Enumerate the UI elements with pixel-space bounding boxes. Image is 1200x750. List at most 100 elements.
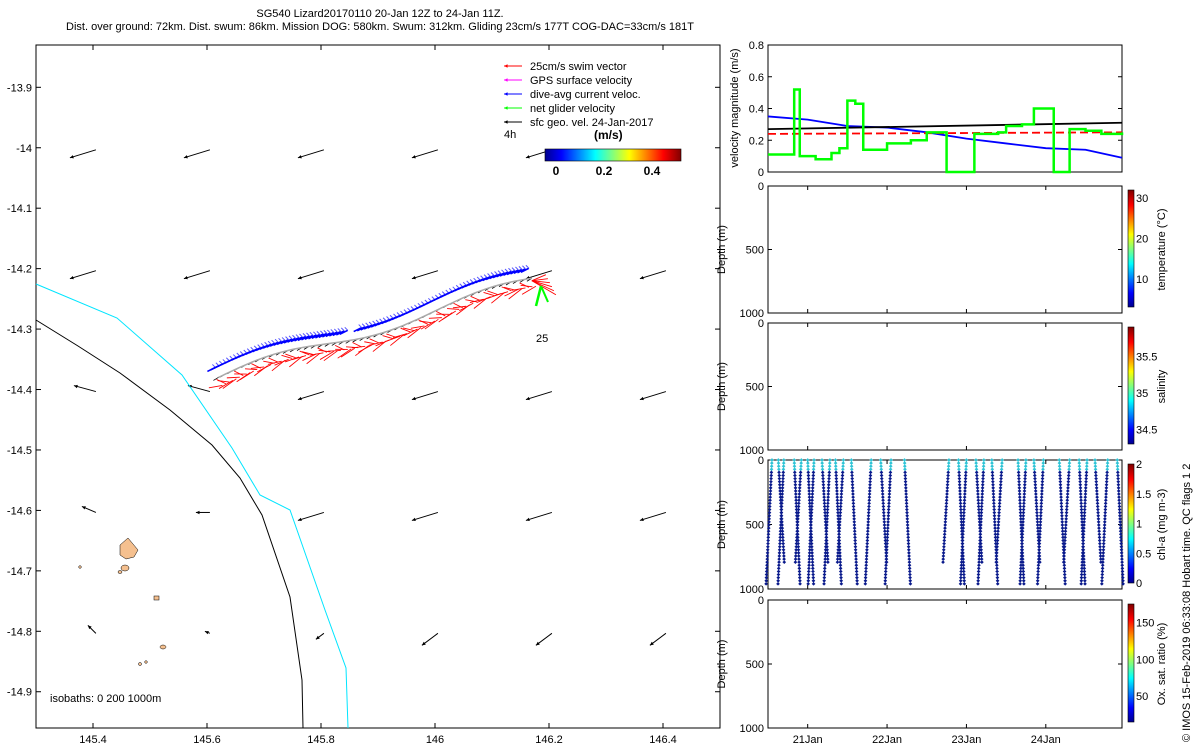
chl-sample	[959, 563, 964, 568]
y-tick-label: -14.3	[7, 324, 32, 336]
chl-sample	[905, 520, 910, 524]
chl-sample	[822, 575, 827, 580]
current-vector-head	[267, 340, 272, 345]
track-line	[218, 277, 533, 379]
chl-sample	[833, 461, 838, 465]
chl-sample	[1038, 526, 1043, 530]
swim-vector	[257, 364, 272, 373]
chl-sample	[961, 569, 966, 574]
chl-sample	[991, 498, 996, 503]
swim-vector	[501, 286, 512, 292]
chl-sample	[824, 538, 828, 543]
chl-sample	[1080, 516, 1084, 521]
geo-velocity-arrow	[183, 149, 211, 159]
chl-sample	[834, 473, 839, 478]
chl-sample	[767, 516, 772, 521]
chl-sample	[974, 461, 978, 465]
chl-sample	[797, 495, 802, 499]
chl-sample	[780, 482, 785, 487]
chl-sample	[961, 520, 966, 524]
chl-sample	[838, 557, 843, 561]
chl-sample	[978, 526, 983, 530]
chl-sample	[866, 526, 870, 530]
chl-sample	[881, 495, 885, 499]
chl-sample	[836, 544, 841, 549]
chl-sample	[884, 563, 888, 568]
y-tick-label: -14.6	[7, 505, 32, 517]
chl-sample	[978, 523, 983, 527]
chl-sample	[908, 582, 913, 586]
chl-sample	[825, 510, 830, 515]
current-vector-head	[236, 352, 241, 357]
swim-vector	[382, 335, 394, 340]
chl-sample	[885, 535, 890, 540]
current-vector-head	[452, 286, 457, 291]
y-axis-label: Depth (m)	[716, 362, 728, 411]
chl-sample	[883, 569, 888, 574]
chl-sample	[884, 547, 889, 552]
geo-velocity-arrow	[69, 149, 97, 159]
chl-sample	[1119, 544, 1124, 549]
chl-sample	[826, 501, 830, 506]
chl-sample	[1120, 566, 1125, 571]
chl-sample	[767, 504, 772, 509]
chl-sample	[1102, 538, 1106, 543]
swim-vector	[435, 310, 446, 317]
chl-sample	[1037, 535, 1042, 540]
chl-sample	[798, 582, 802, 586]
chl-sample	[1035, 575, 1040, 580]
chl-sample	[838, 551, 842, 555]
swim-vector	[520, 284, 533, 288]
chl-sample	[1022, 582, 1026, 586]
chl-sample	[977, 547, 982, 552]
chl-sample	[1096, 523, 1101, 527]
chl-sample	[767, 510, 772, 515]
chl-sample	[865, 547, 869, 552]
x-tick-label: 146.2	[535, 734, 563, 746]
chl-sample	[805, 461, 810, 465]
swim-vector	[216, 378, 227, 385]
current-vector-head	[333, 328, 338, 333]
chl-sample	[976, 495, 980, 499]
chl-sample	[822, 498, 827, 503]
chl-sample	[1040, 482, 1045, 487]
chl-sample	[963, 489, 967, 493]
swim-vector	[418, 319, 429, 325]
geo-velocity-arrow-head	[639, 275, 644, 280]
chl-sample	[981, 470, 986, 475]
chl-sample	[963, 479, 968, 484]
current-vector-head	[379, 318, 383, 323]
chl-sample	[807, 498, 812, 503]
chl-sample	[944, 495, 949, 499]
chl-sample	[838, 516, 842, 521]
chl-sample	[1021, 563, 1025, 568]
chl-sample	[883, 575, 888, 580]
chl-sample	[979, 554, 984, 558]
y-tick-label: 500	[746, 659, 764, 671]
chl-sample	[992, 507, 997, 512]
chl-sample	[850, 489, 855, 493]
chl-sample	[956, 458, 961, 462]
chl-sample	[835, 507, 840, 512]
chl-sample	[839, 572, 843, 577]
chl-sample	[798, 467, 803, 472]
colorbar-label: chl-a (mg m-3)	[1156, 489, 1168, 561]
chl-sample	[793, 473, 797, 478]
y-axis-label: Depth (m)	[716, 640, 728, 689]
chl-sample	[826, 489, 831, 493]
chl-sample	[906, 532, 910, 537]
current-vector	[315, 333, 324, 339]
chl-sample	[1060, 532, 1065, 537]
chl-sample	[957, 486, 962, 490]
chl-sample	[1060, 516, 1064, 521]
chl-sample	[865, 541, 870, 546]
chl-sample	[1094, 486, 1099, 490]
chl-sample	[880, 492, 885, 496]
chl-sample	[1063, 575, 1067, 580]
chl-sample	[994, 563, 999, 568]
chl-sample	[854, 566, 859, 571]
chl-sample	[853, 532, 857, 537]
chl-sample	[980, 482, 985, 487]
chl-sample	[992, 513, 997, 518]
chl-sample	[1022, 495, 1027, 499]
